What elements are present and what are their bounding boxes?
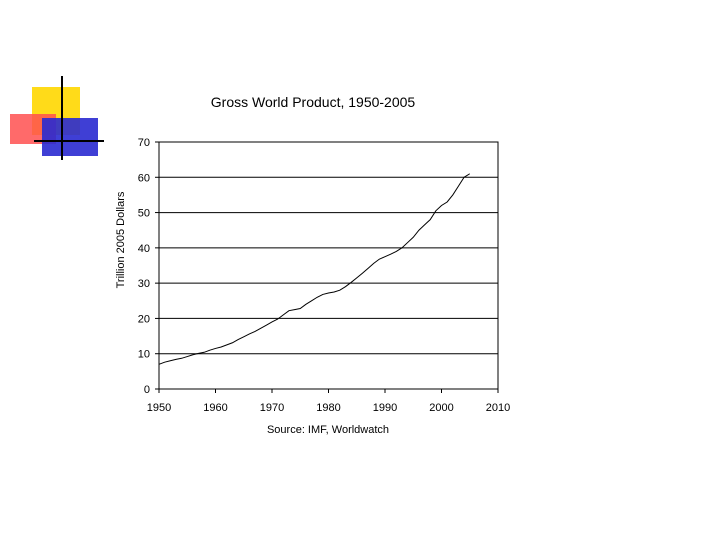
gridlines (159, 141, 498, 390)
y-tick-label: 70 (138, 137, 150, 149)
chart-title: Gross World Product, 1950-2005 (211, 94, 416, 110)
x-tick-label: 2010 (486, 402, 510, 414)
y-tick-label: 30 (138, 278, 150, 290)
x-tick-label: 1990 (373, 402, 397, 414)
logo-blue-square (42, 118, 98, 156)
y-tick-label: 20 (138, 313, 150, 325)
plot-area-border (158, 141, 499, 390)
x-tick-label: 1970 (260, 402, 284, 414)
x-tick-label: 1960 (203, 402, 227, 414)
y-tick-label: 60 (138, 172, 150, 184)
x-tick-label: 1980 (316, 402, 340, 414)
y-tick-label: 50 (138, 208, 150, 220)
x-tick-label: 2000 (429, 402, 453, 414)
gwp-series-line (158, 173, 471, 365)
y-tick-label: 0 (144, 384, 150, 396)
source-note: Source: IMF, Worldwatch (267, 424, 389, 436)
x-tick-label: 1950 (147, 402, 171, 414)
y-axis-label: Trillion 2005 Dollars (115, 191, 127, 288)
x-axis-ticks: 1950 1960 1970 1980 1990 2000 2010 (147, 389, 510, 414)
decorative-logo-icon (10, 76, 104, 160)
y-axis-ticks: 0 10 20 30 40 50 60 70 (138, 137, 159, 396)
y-tick-label: 10 (138, 349, 150, 361)
y-tick-label: 40 (138, 243, 150, 255)
